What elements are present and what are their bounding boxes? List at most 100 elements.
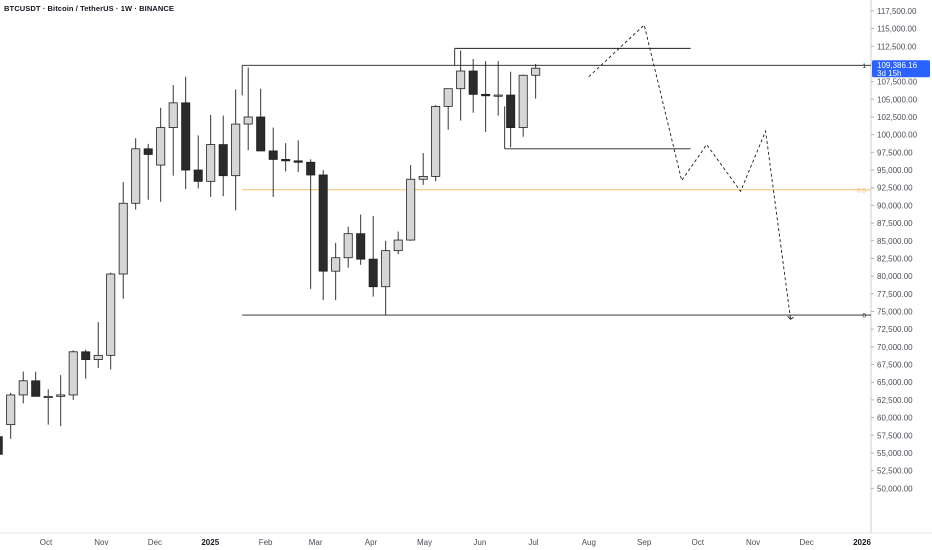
price-tick-label: 107,500.00 xyxy=(877,78,918,87)
candle-body xyxy=(193,169,203,182)
candles xyxy=(0,50,541,455)
price-tick-label: 105,000.00 xyxy=(877,95,918,104)
candle-body xyxy=(318,174,328,272)
time-tick-label: Jun xyxy=(473,538,486,547)
candle-body xyxy=(206,144,216,182)
price-tick-label: 50,000.00 xyxy=(877,484,913,493)
time-tick-label: Apr xyxy=(365,538,378,547)
candle-body xyxy=(243,116,253,125)
chart-title: BTCUSDT · Bitcoin / TetherUS · 1W · BINA… xyxy=(4,4,174,13)
candle-body xyxy=(131,148,141,204)
price-tick-label: 85,000.00 xyxy=(877,237,913,246)
candle-body xyxy=(506,94,516,128)
candle-body xyxy=(531,67,541,76)
candle-body xyxy=(293,160,303,163)
candle-body xyxy=(468,70,478,95)
fib-level-label: 0 xyxy=(862,313,866,320)
price-axis[interactable]: 50,000.00 52,500.00 55,000.00 57,500.00 60,0… xyxy=(870,0,918,533)
time-tick-label: Nov xyxy=(94,538,108,547)
candle-body xyxy=(81,351,91,360)
time-tick-label: Feb xyxy=(259,538,273,547)
candle-body xyxy=(418,175,428,180)
price-tick-label: 57,500.00 xyxy=(877,431,913,440)
candle-body xyxy=(356,233,366,260)
candle-body xyxy=(93,354,103,360)
candle-body xyxy=(381,250,391,288)
price-tick-label: 115,000.00 xyxy=(877,25,917,34)
candle-body xyxy=(156,127,166,166)
candle-body xyxy=(368,258,378,288)
price-tick-label: 55,000.00 xyxy=(877,449,913,458)
candle-body xyxy=(443,88,453,107)
candle-body xyxy=(68,351,78,396)
price-tick-label: 70,000.00 xyxy=(877,343,913,352)
candle-body xyxy=(256,116,266,152)
candle-body xyxy=(143,148,153,155)
price-tick-label: 60,000.00 xyxy=(877,414,913,423)
time-tick-label: Dec xyxy=(800,538,814,547)
price-tick-label: 92,500.00 xyxy=(877,184,913,193)
price-tick-label: 77,500.00 xyxy=(877,290,913,299)
candle-body xyxy=(181,102,191,171)
time-tick-label: Oct xyxy=(40,538,53,547)
candle-body xyxy=(31,380,41,397)
last-price-badge-bg xyxy=(872,60,930,78)
time-tick-label: Aug xyxy=(582,538,596,547)
time-tick-label: Nov xyxy=(746,538,760,547)
time-tick-label: Dec xyxy=(148,538,162,547)
candle-body xyxy=(481,93,491,97)
price-tick-label: 75,000.00 xyxy=(877,307,913,316)
price-tick-label: 65,000.00 xyxy=(877,378,913,387)
price-tick-label: 62,500.00 xyxy=(877,396,913,405)
candle-body xyxy=(456,70,466,90)
price-tick-label: 102,500.00 xyxy=(877,113,918,122)
candle-body xyxy=(268,150,278,160)
price-tick-label: 100,000.00 xyxy=(877,131,918,140)
candle-body xyxy=(218,144,228,177)
fib-levels: 10.50 xyxy=(241,47,871,320)
candle-body xyxy=(518,74,528,128)
candle-body xyxy=(43,395,53,398)
price-tick-label: 112,500.00 xyxy=(877,42,917,51)
last-price-value: 109,386.16 xyxy=(877,61,918,70)
time-tick-label: Mar xyxy=(309,538,323,547)
price-tick-label: 80,000.00 xyxy=(877,272,913,281)
time-tick-label: Oct xyxy=(692,538,705,547)
price-tick-label: 52,500.00 xyxy=(877,467,913,476)
candle-body xyxy=(306,161,316,176)
last-price-countdown: 3d 15h xyxy=(877,69,901,78)
projection-arrowhead xyxy=(787,315,794,320)
projection xyxy=(588,24,794,320)
candle-body xyxy=(231,123,241,177)
price-tick-label: 95,000.00 xyxy=(877,166,913,175)
projection-path xyxy=(588,24,792,320)
candle-body xyxy=(393,239,403,252)
candle-body xyxy=(18,380,28,396)
price-tick-label: 67,500.00 xyxy=(877,361,913,370)
candle-body xyxy=(493,94,503,97)
candle-body xyxy=(431,105,441,177)
candle-body xyxy=(281,159,291,162)
candle-body xyxy=(6,394,16,426)
candle-body xyxy=(343,233,353,259)
candle-body xyxy=(0,436,3,455)
price-tick-label: 87,500.00 xyxy=(877,219,913,228)
time-tick-label: 2026 xyxy=(853,538,871,547)
candle-body xyxy=(168,102,178,128)
price-tick-label: 90,000.00 xyxy=(877,201,913,210)
price-tick-label: 82,500.00 xyxy=(877,254,913,263)
time-tick-label: Jul xyxy=(528,538,538,547)
price-tick-label: 97,500.00 xyxy=(877,148,913,157)
candle-body xyxy=(118,202,128,275)
candle-body xyxy=(331,257,341,272)
candle-body xyxy=(406,178,416,241)
candle-body xyxy=(56,394,66,397)
fib-level-label: 0.5 xyxy=(857,187,866,194)
time-tick-label: Sep xyxy=(637,538,652,547)
time-axis[interactable]: Oct Nov Dec 2025 Feb Mar Apr May Jun Jul Aug Sep Oct… xyxy=(0,532,932,547)
price-tick-label: 72,500.00 xyxy=(877,325,913,334)
time-tick-label: 2025 xyxy=(201,538,219,547)
time-tick-label: May xyxy=(417,538,432,547)
